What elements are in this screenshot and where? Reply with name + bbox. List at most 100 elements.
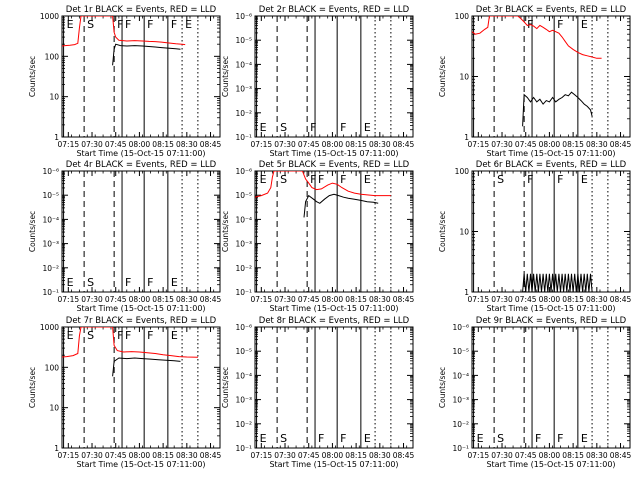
y-axis-label: Counts/sec [28, 56, 37, 97]
x-tick-label: 08:30 [586, 295, 608, 304]
panel-title: Det 5r BLACK = Events, RED = LLD [259, 160, 410, 170]
y-tick-label: 10 [49, 404, 59, 413]
x-tick-label: 07:30 [81, 451, 103, 460]
panel-6: Det 6r BLACK = Events, RED = LLD 1 10 100 07… [438, 160, 632, 313]
panel-title: Det 1r BLACK = Events, RED = LLD [66, 5, 217, 15]
y-tick-label: 100 [45, 363, 60, 372]
x-tick-label: 07:30 [274, 140, 296, 149]
x-tick-label: 08:00 [129, 140, 151, 149]
event-marker-label: F [557, 173, 563, 186]
event-marker-label: F [557, 18, 563, 31]
events-series-line [112, 357, 181, 377]
y-tick-label: 10⁻² [42, 264, 59, 273]
x-tick-label: 07:15 [251, 140, 273, 149]
y-axis-label: Counts/sec [438, 56, 447, 97]
event-marker-label: E [260, 121, 267, 134]
panel-title: Det 3r BLACK = Events, RED = LLD [476, 5, 627, 15]
events-series-line [112, 43, 181, 66]
events-series-line [522, 273, 593, 292]
panel-8: Det 8r BLACK = Events, RED = LLD 10⁻¹ 10⁻²… [221, 316, 415, 469]
y-tick-label: 10⁻² [235, 109, 252, 118]
x-tick-label: 07:45 [105, 451, 127, 460]
event-marker-label: S [280, 432, 287, 445]
y-tick-label: 10⁻⁵ [235, 36, 252, 45]
panel-title: Det 2r BLACK = Events, RED = LLD [259, 5, 410, 15]
y-tick-label: 100 [45, 52, 60, 61]
event-marker-label: F [340, 173, 346, 186]
panel-title: Det 8r BLACK = Events, RED = LLD [259, 316, 410, 326]
x-tick-label: 08:15 [562, 140, 584, 149]
x-axis-label: Start Time (15-Oct-15 07:11:00) [76, 304, 205, 313]
panel-9: Det 9r BLACK = Events, RED = LLD 10⁻¹ 10⁻²… [438, 316, 632, 469]
y-tick-label: 10⁻⁶ [235, 323, 252, 332]
x-tick-label: 08:15 [562, 451, 584, 460]
panel-title: Det 6r BLACK = Events, RED = LLD [476, 160, 627, 170]
x-tick-label: 08:30 [176, 451, 198, 460]
x-axis-label: Start Time (15-Oct-15 07:11:00) [486, 460, 615, 469]
lld-series-line [62, 327, 198, 358]
plot-frame [61, 326, 221, 449]
x-tick-label: 08:45 [200, 140, 222, 149]
event-marker-label: F [535, 432, 541, 445]
y-axis-label: Counts/sec [438, 367, 447, 408]
x-tick-label: 08:15 [345, 451, 367, 460]
y-tick-label: 10⁻⁶ [42, 167, 59, 176]
panel-4: Det 4r BLACK = Events, RED = LLD 10⁻¹ 10⁻²… [28, 160, 222, 313]
x-tick-label: 07:45 [105, 295, 127, 304]
x-tick-label: 08:30 [586, 451, 608, 460]
x-tick-label: 07:45 [105, 140, 127, 149]
x-tick-label: 07:45 [515, 451, 537, 460]
y-tick-label: 10⁻³ [235, 240, 252, 249]
x-tick-label: 08:15 [152, 451, 174, 460]
y-tick-label: 10⁻¹ [452, 444, 469, 453]
x-tick-label: 08:45 [393, 140, 415, 149]
x-tick-label: 07:30 [81, 140, 103, 149]
x-tick-label: 08:30 [176, 295, 198, 304]
event-marker-label: F [310, 121, 316, 134]
y-tick-label: 10 [49, 93, 59, 102]
y-tick-label: 1 [464, 133, 469, 142]
event-marker-label: E [260, 173, 267, 186]
y-tick-label: 10⁻³ [235, 85, 252, 94]
x-tick-label: 07:45 [515, 140, 537, 149]
x-tick-label: 08:30 [176, 140, 198, 149]
plot-frame [254, 326, 414, 449]
x-tick-label: 07:15 [251, 451, 273, 460]
x-tick-label: 08:30 [369, 451, 391, 460]
x-tick-label: 08:30 [369, 140, 391, 149]
plot-frame [471, 170, 631, 293]
x-axis-label: Start Time (15-Oct-15 07:11:00) [269, 304, 398, 313]
y-tick-label: 1 [54, 444, 59, 453]
event-marker-label: E [581, 432, 588, 445]
event-marker-label: F [117, 18, 123, 31]
y-tick-label: 10⁻⁴ [235, 371, 252, 380]
x-tick-label: 08:45 [610, 451, 632, 460]
y-tick-label: 10⁻² [235, 264, 252, 273]
y-tick-label: 10 [459, 73, 469, 82]
y-tick-label: 10⁻¹ [42, 288, 59, 297]
event-marker-label: F [147, 18, 153, 31]
y-tick-label: 10⁻¹ [235, 133, 252, 142]
x-tick-label: 08:15 [345, 295, 367, 304]
y-axis-label: Counts/sec [28, 211, 37, 252]
x-tick-label: 07:45 [298, 451, 320, 460]
plot-frame [61, 15, 221, 138]
y-tick-label: 10 [459, 228, 469, 237]
event-marker-label: F [340, 432, 346, 445]
x-tick-label: 08:30 [369, 295, 391, 304]
plot-frame [254, 170, 414, 293]
event-marker-label: F [318, 173, 324, 186]
event-marker-label: F [310, 173, 316, 186]
y-tick-label: 1000 [40, 323, 59, 332]
y-tick-label: 10⁻⁴ [452, 371, 469, 380]
y-tick-label: 10⁻⁶ [452, 323, 469, 332]
panel-title: Det 4r BLACK = Events, RED = LLD [66, 160, 217, 170]
y-tick-label: 10⁻⁵ [235, 191, 252, 200]
x-tick-label: 07:15 [468, 451, 490, 460]
event-marker-label: F [125, 18, 131, 31]
event-marker-label: F [171, 18, 177, 31]
y-tick-label: 10⁻³ [452, 396, 469, 405]
event-marker-label: F [527, 173, 533, 186]
lld-series-line [255, 171, 391, 198]
